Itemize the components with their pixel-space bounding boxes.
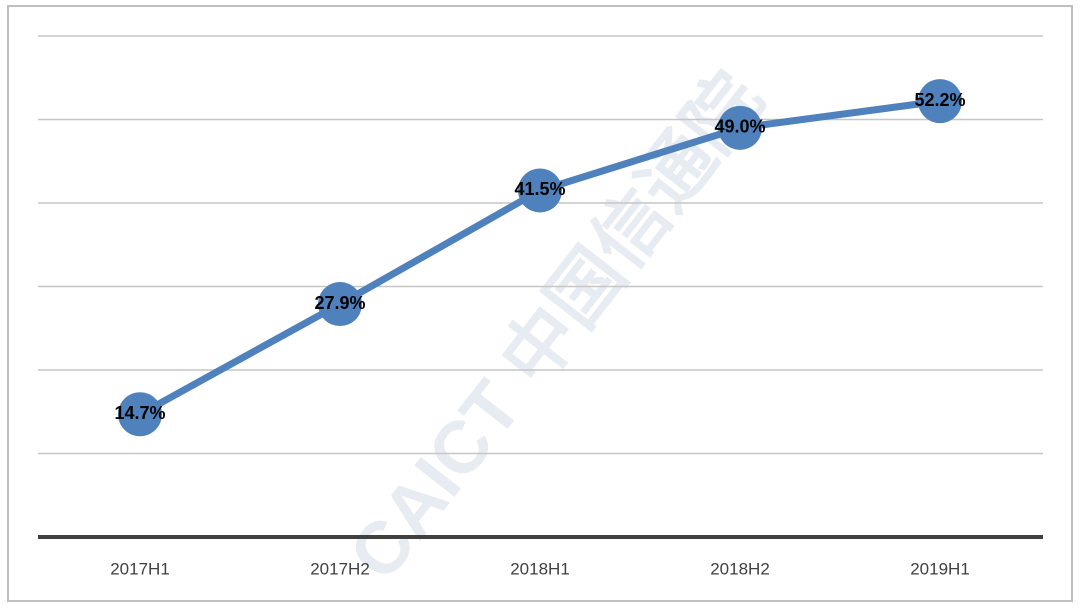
data-label: 27.9%: [314, 293, 365, 313]
x-tick-label: 2017H2: [310, 559, 370, 578]
data-label: 52.2%: [914, 90, 965, 110]
x-tick-label: 2017H1: [110, 559, 170, 578]
x-tick-label: 2018H1: [510, 559, 570, 578]
marker: [918, 79, 962, 124]
data-label: 49.0%: [714, 117, 765, 137]
x-tick-label: 2019H1: [910, 559, 970, 578]
data-label: 41.5%: [514, 179, 565, 199]
marker: [718, 105, 762, 150]
data-label: 14.7%: [114, 403, 165, 423]
x-tick-label: 2018H2: [710, 559, 770, 578]
marker: [318, 282, 362, 327]
marker: [518, 168, 562, 213]
marker: [118, 392, 162, 437]
